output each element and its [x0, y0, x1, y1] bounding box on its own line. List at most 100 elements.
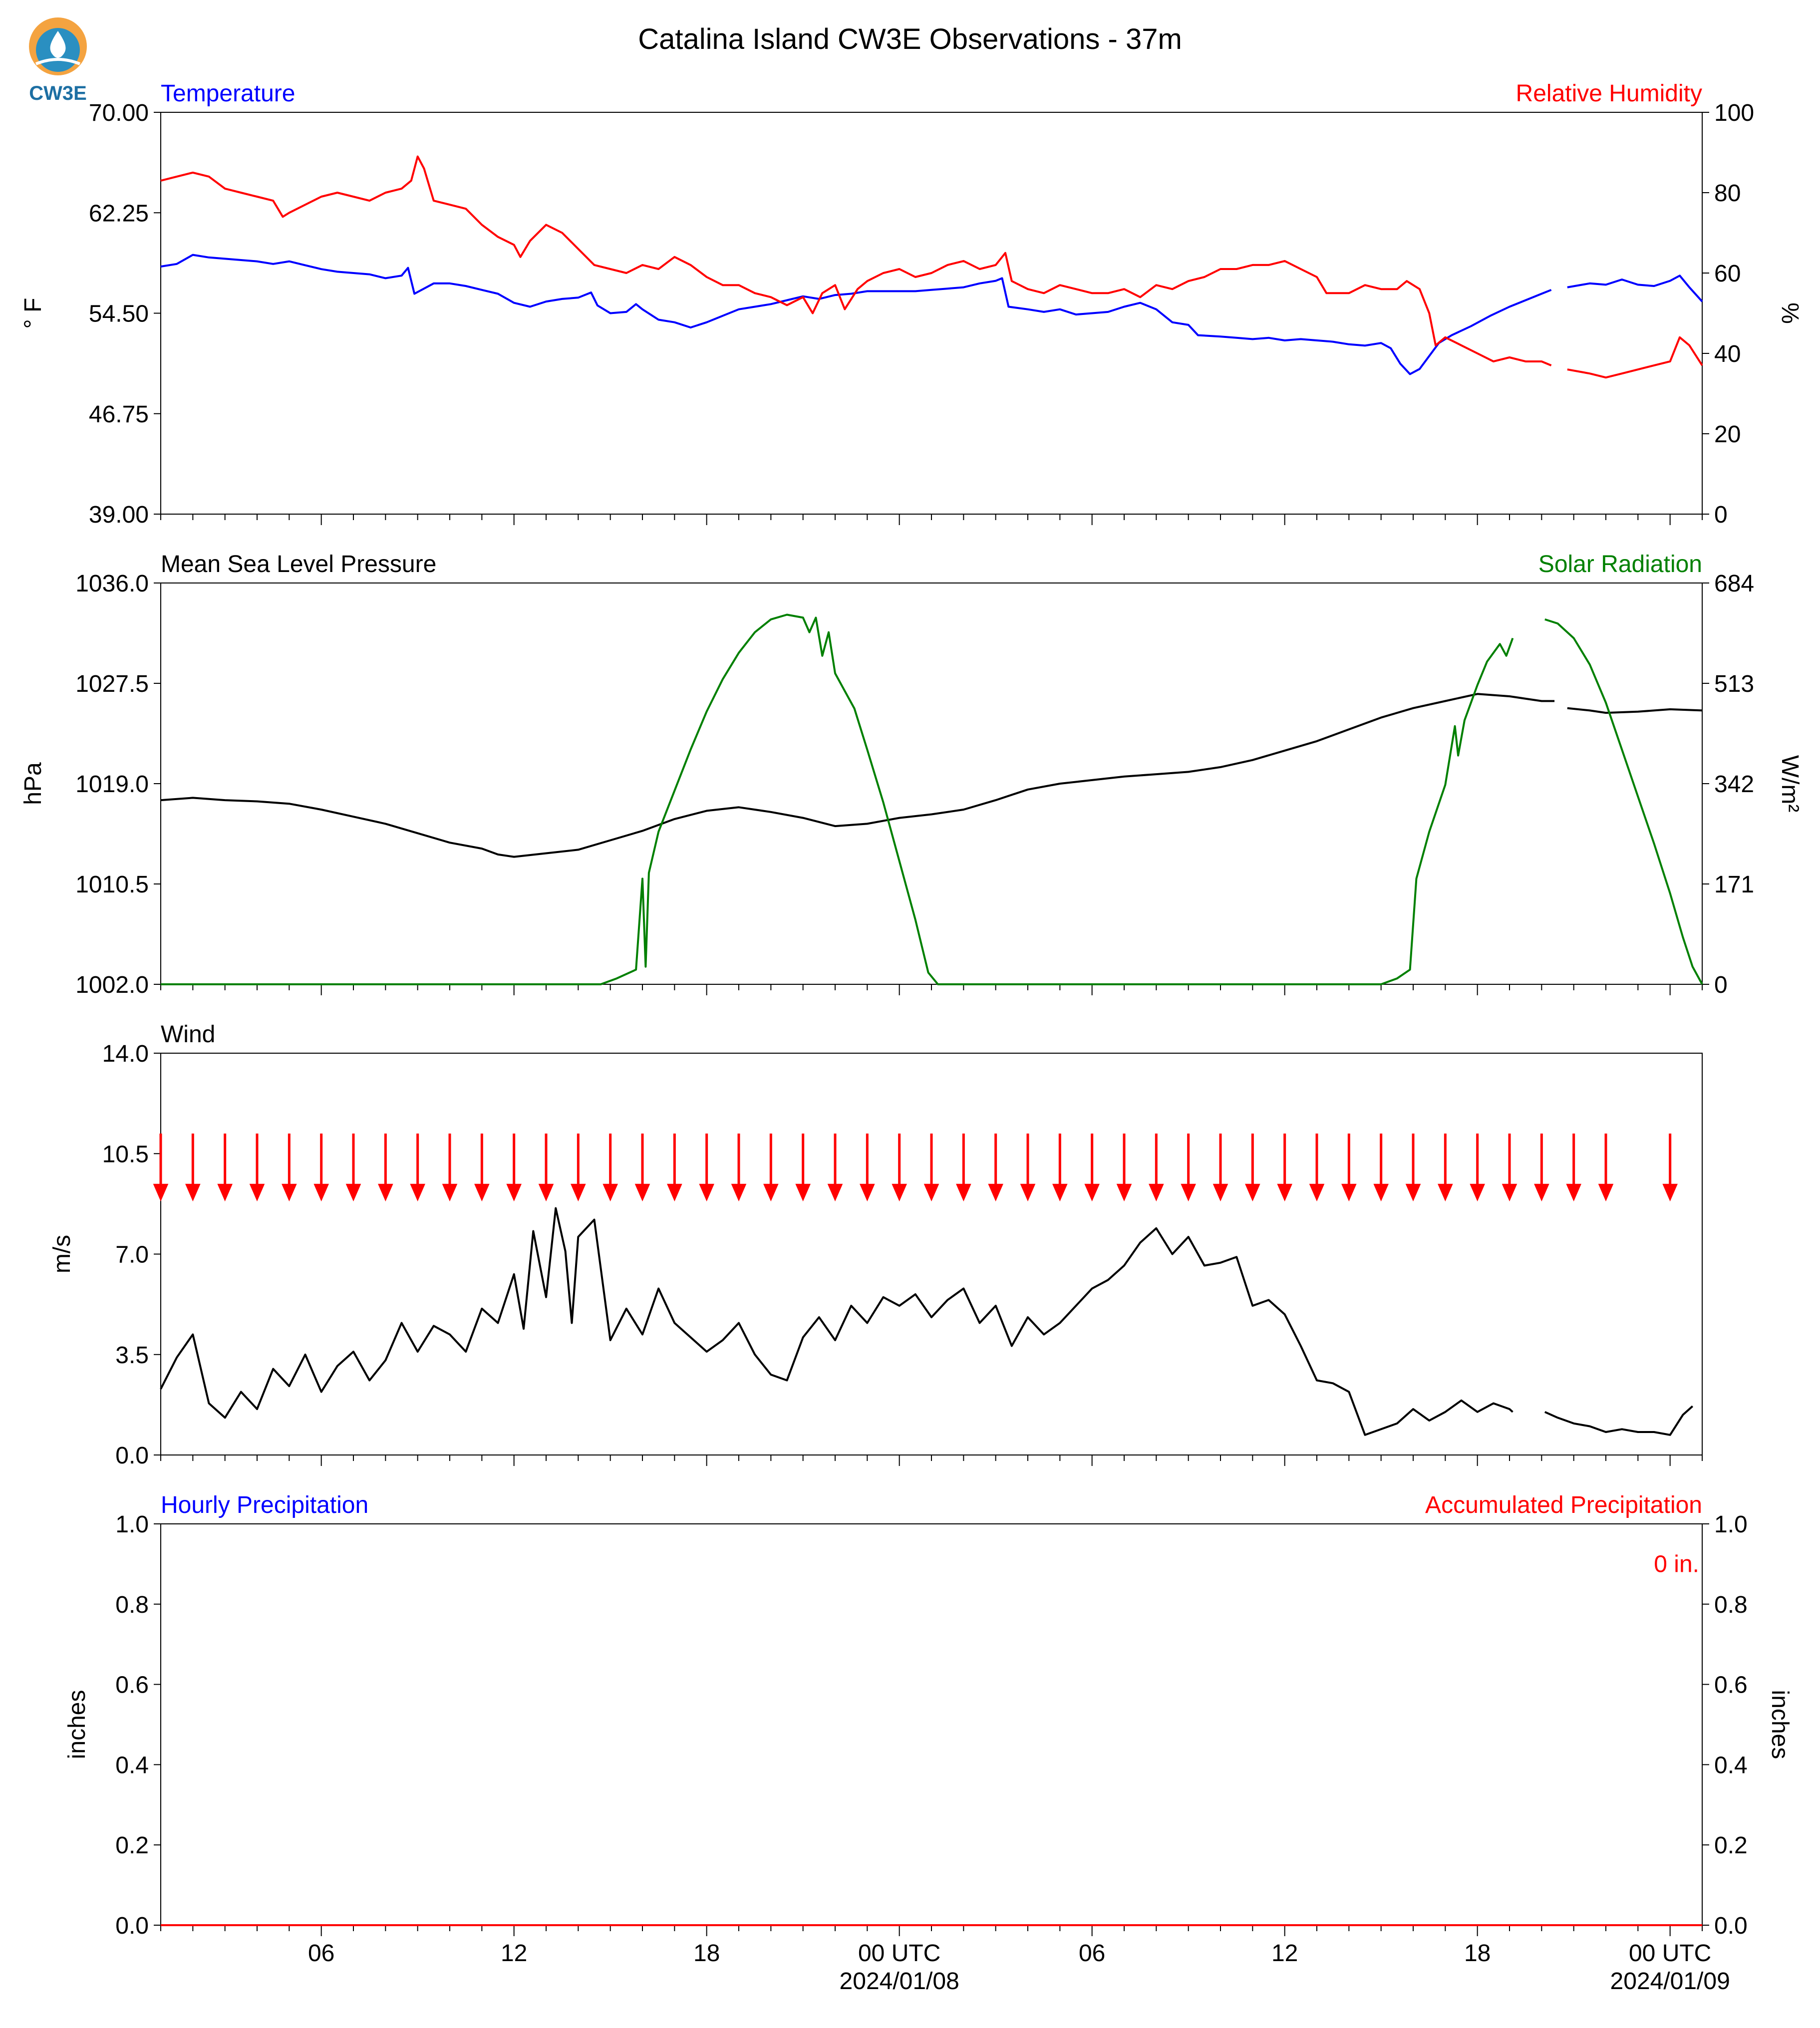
- panel-right-title: Relative Humidity: [1516, 80, 1702, 107]
- panel-right-title: Accumulated Precipitation: [1425, 1492, 1702, 1518]
- y-tick-label-right: 1.0: [1714, 1511, 1748, 1538]
- wind-direction-arrow: [1052, 1134, 1068, 1202]
- figure-title: Catalina Island CW3E Observations - 37m: [638, 23, 1182, 55]
- y-tick-label-right: 100: [1714, 100, 1754, 126]
- y-tick-label-left: 10.5: [102, 1141, 149, 1167]
- wind-arrow-head: [795, 1183, 811, 1202]
- wind-arrow-head: [345, 1183, 361, 1202]
- wind-direction-arrow: [1373, 1134, 1389, 1202]
- y-tick-label-right: 20: [1714, 421, 1741, 448]
- wind-arrow-head: [1181, 1183, 1196, 1202]
- y-tick-label-left: 14.0: [102, 1041, 149, 1067]
- x-tick-date-label: 2024/01/09: [1610, 1968, 1730, 1995]
- wind-arrow-head: [506, 1183, 522, 1202]
- wind-arrow-head: [249, 1183, 265, 1202]
- panel-left-title: Wind: [161, 1021, 215, 1048]
- y-tick-label-right: 0.2: [1714, 1832, 1748, 1859]
- wind-arrow-head: [1373, 1183, 1389, 1202]
- wind-direction-arrow: [249, 1134, 265, 1202]
- y-tick-label-right: 0.8: [1714, 1592, 1748, 1618]
- panel-left-title: Mean Sea Level Pressure: [161, 551, 436, 578]
- wind-arrow-head: [1470, 1183, 1485, 1202]
- panel-3: 0.0 3.5 7.0 10.5 14.0 Wind m/s: [49, 1021, 1703, 1469]
- y-tick-label-left: 0.0: [115, 1913, 149, 1939]
- x-tick-label: 12: [501, 1940, 527, 1967]
- y-tick-label-left: 1027.5: [75, 671, 149, 697]
- wind-direction-arrow: [956, 1134, 971, 1202]
- wind-direction-arrow: [731, 1134, 747, 1202]
- wind-arrow-head: [1277, 1183, 1292, 1202]
- y-axis-label-left: m/s: [49, 1235, 75, 1273]
- wind-direction-arrow: [410, 1134, 425, 1202]
- wind-arrow-head: [1309, 1183, 1325, 1202]
- wind-arrow-head: [923, 1183, 939, 1202]
- wind-arrow-head: [1405, 1183, 1421, 1202]
- y-tick-label-right: 0: [1714, 972, 1728, 998]
- wind-arrow-head: [860, 1183, 875, 1202]
- wind-direction-arrow: [1245, 1134, 1260, 1202]
- wind-arrow-head: [1116, 1183, 1132, 1202]
- wind-arrow-head: [1084, 1183, 1100, 1202]
- y-tick-label-left: 7.0: [115, 1242, 149, 1268]
- wind-arrow-head: [474, 1183, 490, 1202]
- y-tick-label-left: 0.6: [115, 1672, 149, 1699]
- accumulated-precip-value: 0 in.: [1654, 1551, 1699, 1577]
- wind-direction-arrow: [603, 1134, 618, 1202]
- logo-text: CW3E: [29, 82, 87, 104]
- wind-direction-arrow: [1309, 1134, 1325, 1202]
- y-tick-label-left: 70.00: [89, 100, 149, 126]
- wind-arrow-head: [1566, 1183, 1581, 1202]
- y-tick-label-left: 0.0: [115, 1443, 149, 1469]
- wind-direction-arrow: [442, 1134, 458, 1202]
- wind-arrow-head: [634, 1183, 650, 1202]
- wind-direction-arrow: [282, 1134, 297, 1202]
- wind-direction-arrow: [699, 1134, 714, 1202]
- cw3e-logo: CW3E: [29, 17, 87, 104]
- wind-direction-arrow: [988, 1134, 1003, 1202]
- y-tick-label-right: 513: [1714, 671, 1754, 697]
- wind-arrow-head: [410, 1183, 425, 1202]
- wind-direction-arrow: [1149, 1134, 1164, 1202]
- wind-arrow-head: [378, 1183, 393, 1202]
- wind-direction-arrow: [1341, 1134, 1357, 1202]
- wind-arrow-head: [699, 1183, 714, 1202]
- y-axis-label-right: inches: [1767, 1690, 1793, 1759]
- panel-left-title: Temperature: [161, 80, 295, 107]
- wind-direction-arrow: [1116, 1134, 1132, 1202]
- x-tick-label: 06: [1079, 1940, 1105, 1967]
- wind-direction-arrow: [827, 1134, 843, 1202]
- wind-arrow-head: [1020, 1183, 1036, 1202]
- wind-arrow-head: [538, 1183, 554, 1202]
- wind-arrow-head: [217, 1183, 233, 1202]
- wind-direction-arrow: [345, 1134, 361, 1202]
- x-tick-label: 12: [1271, 1940, 1298, 1967]
- y-tick-label-right: 0.0: [1714, 1913, 1748, 1939]
- x-tick-label: 00 UTC: [1629, 1940, 1711, 1967]
- wind-direction-arrow: [571, 1134, 586, 1202]
- wind-arrow-head: [1213, 1183, 1228, 1202]
- x-tick-label: 18: [1464, 1940, 1491, 1967]
- wind-direction-arrow: [860, 1134, 875, 1202]
- wind-direction-arrow: [1438, 1134, 1453, 1202]
- x-tick-date-label: 2024/01/08: [840, 1968, 959, 1995]
- y-axis-label-left: ° F: [20, 298, 46, 329]
- y-tick-label-right: 60: [1714, 261, 1741, 287]
- wind-direction-arrow: [378, 1134, 393, 1202]
- panel-2: 1002.0 1010.5 1019.0 1027.5 1036.0 0 171 342 513…: [20, 551, 1803, 998]
- y-tick-label-right: 0: [1714, 502, 1728, 528]
- series-line-2: [160, 155, 1703, 379]
- wind-arrow-head: [956, 1183, 971, 1202]
- wind-arrow-head: [1438, 1183, 1453, 1202]
- y-tick-label-right: 342: [1714, 771, 1754, 798]
- wind-arrow-head: [442, 1183, 458, 1202]
- wind-arrow-head: [1534, 1183, 1549, 1202]
- y-tick-label-left: 1010.5: [75, 871, 149, 898]
- wind-direction-arrow: [634, 1134, 650, 1202]
- y-tick-label-left: 0.4: [115, 1752, 149, 1778]
- wind-direction-arrow: [1213, 1134, 1228, 1202]
- wind-arrow-head: [571, 1183, 586, 1202]
- y-tick-label-right: 80: [1714, 180, 1741, 207]
- x-tick-label: 06: [308, 1940, 334, 1967]
